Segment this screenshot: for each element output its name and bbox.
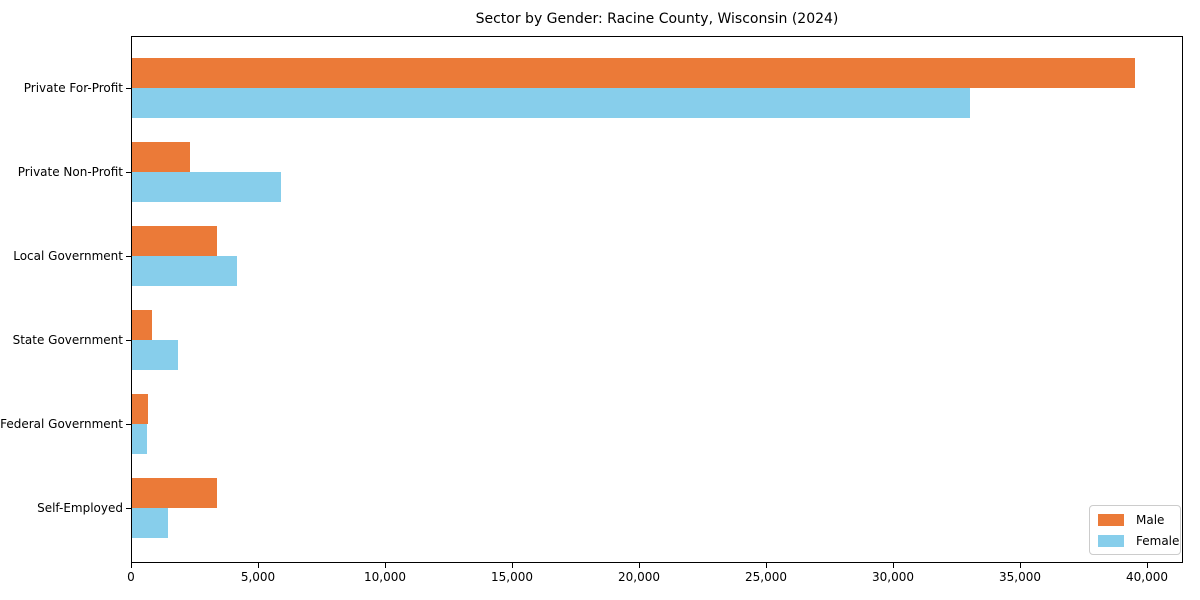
- bar-female: [132, 172, 281, 202]
- x-tick-label: 30,000: [872, 570, 914, 584]
- y-tick: [126, 424, 131, 425]
- bar-male: [132, 478, 217, 508]
- y-tick: [126, 508, 131, 509]
- x-tick-label: 10,000: [364, 570, 406, 584]
- x-tick: [1147, 563, 1148, 568]
- y-tick: [126, 256, 131, 257]
- bar-female: [132, 88, 970, 118]
- legend-entry-female: Female: [1098, 534, 1179, 548]
- x-tick: [131, 563, 132, 568]
- bar-male: [132, 142, 190, 172]
- bar-male: [132, 58, 1135, 88]
- x-tick-label: 0: [127, 570, 135, 584]
- bar-male: [132, 310, 152, 340]
- legend-entry-male: Male: [1098, 513, 1172, 527]
- x-tick-label: 35,000: [999, 570, 1041, 584]
- bar-female: [132, 508, 168, 538]
- legend-swatch-male: [1098, 514, 1124, 526]
- y-axis-label: Local Government: [13, 249, 123, 263]
- bar-male: [132, 394, 148, 424]
- x-tick: [385, 563, 386, 568]
- y-axis-label: Self-Employed: [37, 501, 123, 515]
- legend-label-female: Female: [1136, 534, 1180, 548]
- x-tick-label: 20,000: [618, 570, 660, 584]
- x-tick-label: 25,000: [745, 570, 787, 584]
- x-tick: [893, 563, 894, 568]
- x-tick: [512, 563, 513, 568]
- legend-swatch-female: [1098, 535, 1124, 547]
- x-tick-label: 5,000: [240, 570, 276, 584]
- legend: Male Female: [1089, 505, 1181, 555]
- chart-title: Sector by Gender: Racine County, Wiscons…: [475, 11, 839, 27]
- x-tick: [766, 563, 767, 568]
- y-tick: [126, 340, 131, 341]
- x-tick: [258, 563, 259, 568]
- x-tick-label: 15,000: [491, 570, 533, 584]
- plot-area-border: [131, 36, 1183, 563]
- bar-female: [132, 424, 147, 454]
- x-tick: [1020, 563, 1021, 568]
- y-axis-label: Private For-Profit: [23, 81, 123, 95]
- bar-female: [132, 340, 178, 370]
- y-axis-label: State Government: [12, 333, 123, 347]
- y-axis-label: Private Non-Profit: [17, 165, 123, 179]
- x-tick: [639, 563, 640, 568]
- y-tick: [126, 172, 131, 173]
- bar-female: [132, 256, 237, 286]
- y-tick: [126, 88, 131, 89]
- bar-male: [132, 226, 217, 256]
- y-axis-label: Federal Government: [0, 417, 123, 431]
- legend-label-male: Male: [1136, 513, 1165, 527]
- x-tick-label: 40,000: [1126, 570, 1168, 584]
